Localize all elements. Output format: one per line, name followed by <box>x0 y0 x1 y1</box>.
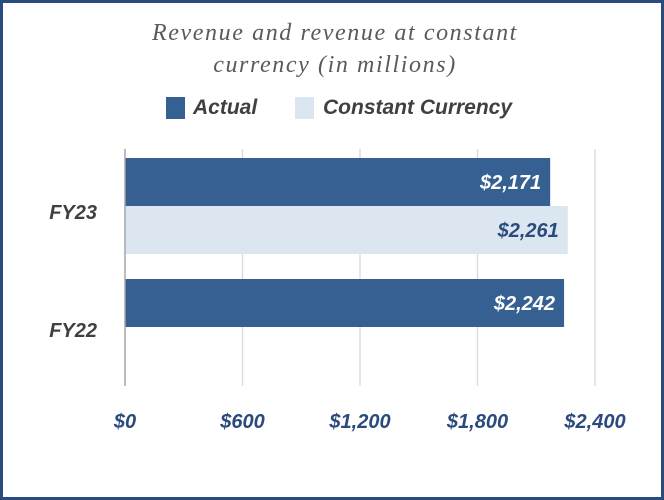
data-label-fy22-actual: $2,242 <box>493 293 555 315</box>
x-tick-label-1200: $1,200 <box>328 411 390 433</box>
bar-fy22-actual <box>125 279 565 327</box>
legend-label-constant-currency: Constant Currency <box>323 96 513 119</box>
category-label-fy22: FY22 <box>49 320 97 342</box>
bar-fy23-constant-currency <box>125 206 568 254</box>
x-tick-label-2400: $2,400 <box>563 411 625 433</box>
category-label-fy23: FY23 <box>49 202 97 224</box>
legend-label-actual: Actual <box>193 96 258 119</box>
chart-legend: Actual Constant Currency <box>3 94 664 124</box>
x-tick-label-0: $0 <box>113 411 136 433</box>
chart-title-line-2: currency (in millions) <box>213 52 457 78</box>
legend-swatch-actual <box>166 97 185 119</box>
data-label-fy23-constant-currency: $2,261 <box>497 220 559 242</box>
bar-fy23-actual <box>125 158 551 206</box>
bar-chart: $2,171 $2,261 FY23 $2,242 FY22 $0 $600 $1,200 $1… <box>49 149 626 433</box>
chart-title-line-1: Revenue and revenue at constant <box>152 20 518 46</box>
x-tick-label-1800: $1,800 <box>446 411 508 433</box>
legend-swatch-constant-currency <box>295 97 314 119</box>
x-tick-label-600: $600 <box>219 411 265 433</box>
data-label-fy23-actual: $2,171 <box>479 172 541 194</box>
